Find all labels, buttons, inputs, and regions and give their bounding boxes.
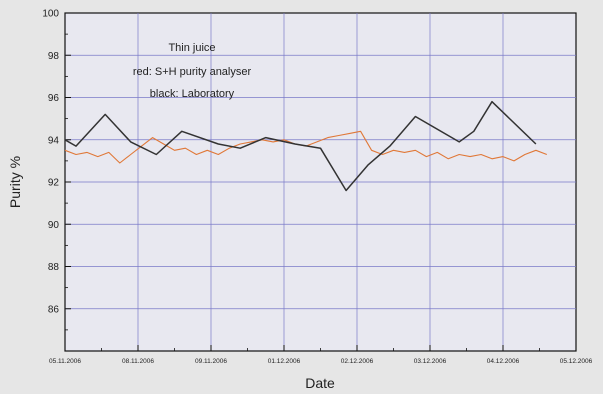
annotation-line-2: red: S+H purity analyser	[133, 66, 252, 78]
x-tick-label: 02.12.2006	[341, 358, 374, 365]
y-tick-label: 96	[48, 93, 60, 104]
x-tick-label: 03.12.2006	[414, 358, 447, 365]
x-tick-label: 05.12.2006	[560, 358, 593, 365]
y-tick-label: 88	[48, 262, 60, 273]
x-tick-label: 09.11.2006	[195, 358, 227, 365]
annotation: Thin juice red: S+H purity analyser blac…	[133, 42, 252, 100]
y-axis-title: Purity %	[7, 156, 23, 208]
grid-lines	[65, 13, 576, 351]
y-tick-label: 86	[48, 304, 60, 315]
x-tick-label: 08.11.2006	[122, 358, 154, 365]
y-tick-labels: 100 98 96 94 92 90 88 86	[42, 9, 59, 316]
x-tick-label: 04.12.2006	[487, 358, 520, 365]
annotation-line-1: Thin juice	[168, 42, 215, 54]
x-tick-labels: 05.11.2006 08.11.2006 09.11.2006 01.12.2006…	[49, 358, 593, 365]
y-tick-label: 98	[48, 51, 60, 62]
x-tick-label: 05.11.2006	[49, 358, 81, 365]
axis-ticks	[64, 12, 577, 351]
x-tick-label: 01.12.2006	[268, 358, 301, 365]
x-axis-title: Date	[305, 375, 335, 391]
annotation-line-3: black: Laboratory	[150, 88, 235, 100]
y-tick-label: 90	[48, 220, 60, 231]
series-lines	[64, 100, 547, 192]
series-line-laboratory	[64, 100, 537, 192]
y-tick-label: 100	[42, 9, 59, 20]
y-tick-label: 92	[48, 178, 60, 189]
y-tick-label: 94	[48, 135, 60, 146]
